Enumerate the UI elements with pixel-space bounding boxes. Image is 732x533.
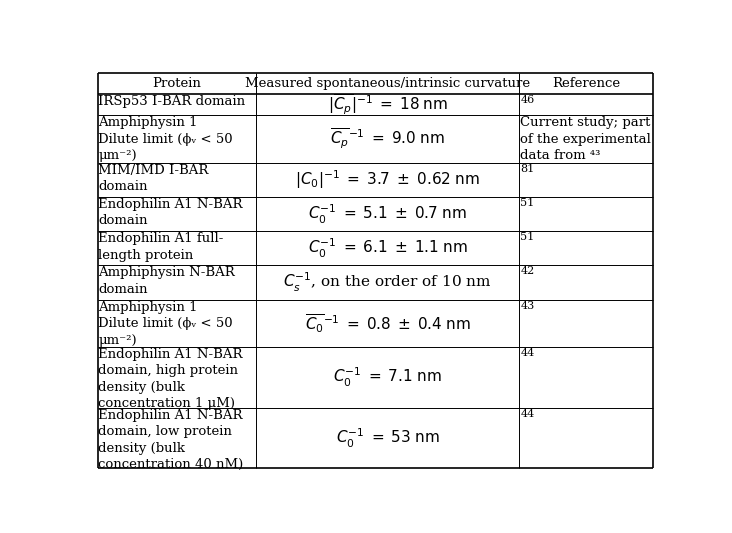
Text: IRSp53 I-BAR domain: IRSp53 I-BAR domain (99, 95, 246, 108)
Text: 81: 81 (520, 164, 534, 174)
Text: Measured spontaneous/intrinsic curvature: Measured spontaneous/intrinsic curvature (245, 77, 530, 90)
Text: Amphiphysin N-BAR
domain: Amphiphysin N-BAR domain (99, 266, 235, 296)
Text: $C_0^{-1}\;=\;6.1\;\pm\;1.1\;\mathrm{nm}$: $C_0^{-1}\;=\;6.1\;\pm\;1.1\;\mathrm{nm}… (307, 237, 468, 260)
Text: Endophilin A1 N-BAR
domain: Endophilin A1 N-BAR domain (99, 198, 243, 228)
Text: Reference: Reference (552, 77, 620, 90)
Text: $C_0^{-1}\;=\;53\;\mathrm{nm}$: $C_0^{-1}\;=\;53\;\mathrm{nm}$ (336, 426, 439, 449)
Text: Amphiphysin 1
Dilute limit (ϕᵥ < 50
μm⁻²): Amphiphysin 1 Dilute limit (ϕᵥ < 50 μm⁻²… (99, 301, 233, 346)
Text: Amphiphysin 1
Dilute limit (ϕᵥ < 50
μm⁻²): Amphiphysin 1 Dilute limit (ϕᵥ < 50 μm⁻²… (99, 116, 233, 162)
Text: 44: 44 (520, 409, 534, 418)
Text: $|\overline{C_p}|^{-1}\;=\;18\;\mathrm{nm}$: $|\overline{C_p}|^{-1}\;=\;18\;\mathrm{n… (327, 92, 448, 117)
Text: $C_0^{-1}\;=\;5.1\;\pm\;0.7\;\mathrm{nm}$: $C_0^{-1}\;=\;5.1\;\pm\;0.7\;\mathrm{nm}… (308, 203, 467, 225)
Text: 51: 51 (520, 232, 534, 242)
Text: 46: 46 (520, 95, 534, 105)
Text: MIM/IMD I-BAR
domain: MIM/IMD I-BAR domain (99, 164, 209, 193)
Text: Protein: Protein (152, 77, 201, 90)
Text: Current study; part
of the experimental
data from ⁴³: Current study; part of the experimental … (520, 116, 651, 162)
Text: Endophilin A1 N-BAR
domain, high protein
density (bulk
concentration 1 μM): Endophilin A1 N-BAR domain, high protein… (99, 348, 243, 410)
Text: $|C_0|^{-1}\;=\;3.7\;\pm\;0.62\;\mathrm{nm}$: $|C_0|^{-1}\;=\;3.7\;\pm\;0.62\;\mathrm{… (295, 168, 480, 191)
Text: $\overline{C_0}^{-1}\;=\;0.8\;\pm\;0.4\;\mathrm{nm}$: $\overline{C_0}^{-1}\;=\;0.8\;\pm\;0.4\;… (305, 312, 471, 335)
Text: 44: 44 (520, 348, 534, 358)
Text: $C_0^{-1}\;=\;7.1\;\mathrm{nm}$: $C_0^{-1}\;=\;7.1\;\mathrm{nm}$ (333, 366, 442, 389)
Text: Endophilin A1 full-
length protein: Endophilin A1 full- length protein (99, 232, 224, 262)
Text: 51: 51 (520, 198, 534, 208)
Text: $\overline{C_p}^{-1}\;=\;9.0\;\mathrm{nm}$: $\overline{C_p}^{-1}\;=\;9.0\;\mathrm{nm… (330, 127, 445, 151)
Text: $C_s^{-1}$, on the order of 10 nm: $C_s^{-1}$, on the order of 10 nm (283, 271, 492, 294)
Text: 43: 43 (520, 301, 534, 311)
Text: Endophilin A1 N-BAR
domain, low protein
density (bulk
concentration 40 nM): Endophilin A1 N-BAR domain, low protein … (99, 409, 244, 471)
Text: 42: 42 (520, 266, 534, 277)
